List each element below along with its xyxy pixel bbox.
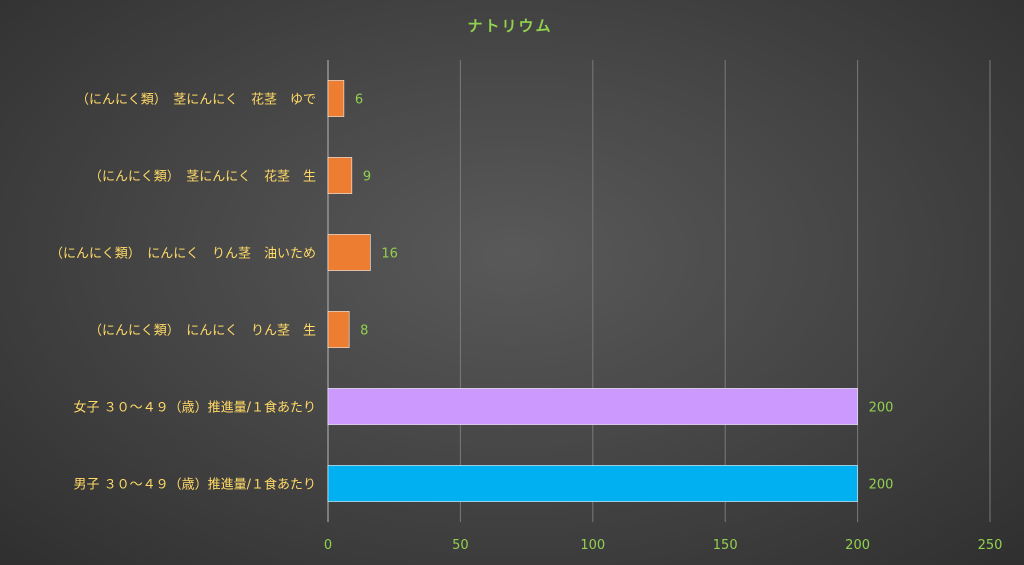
data-labels: 6 9 16 8 200 200 [355, 93, 894, 493]
data-label: 9 [363, 170, 371, 185]
bars [327, 80, 858, 502]
data-label: 8 [360, 324, 368, 339]
bar [327, 311, 350, 348]
category-label: （にんにく類） にんにく りん茎 生 [89, 324, 316, 339]
bar [327, 157, 353, 194]
data-label: 16 [381, 247, 398, 262]
data-label: 6 [355, 93, 363, 108]
chart-title: ナトリウム [467, 17, 552, 35]
x-tick-label: 150 [713, 538, 738, 553]
category-label: （にんにく類） にんにく りん茎 油いため [50, 247, 316, 262]
bar [327, 388, 858, 425]
x-tick-label: 200 [845, 538, 870, 553]
bar [327, 465, 858, 502]
bar [327, 234, 371, 271]
x-tick-label: 100 [580, 538, 605, 553]
bar [327, 80, 345, 117]
x-tick-label: 0 [324, 538, 332, 553]
grid-lines [327, 60, 991, 522]
x-tick-label: 50 [452, 538, 469, 553]
category-label: 女子 ３０～４９（歳）推進量/１食あたり [73, 400, 316, 416]
data-label: 200 [869, 401, 894, 416]
category-label: （にんにく類） 茎にんにく 花茎 生 [89, 169, 316, 185]
category-labels: （にんにく類） 茎にんにく 花茎 ゆで （にんにく類） 茎にんにく 花茎 生 （にん… [50, 92, 316, 493]
data-label: 200 [869, 478, 894, 493]
category-label: （にんにく類） 茎にんにく 花茎 ゆで [76, 92, 316, 108]
x-axis-ticks: 0 50 100 150 200 250 [324, 538, 1003, 553]
category-label: 男子 ３０～４９（歳）推進量/１食あたり [73, 477, 316, 493]
x-tick-label: 250 [978, 538, 1003, 553]
